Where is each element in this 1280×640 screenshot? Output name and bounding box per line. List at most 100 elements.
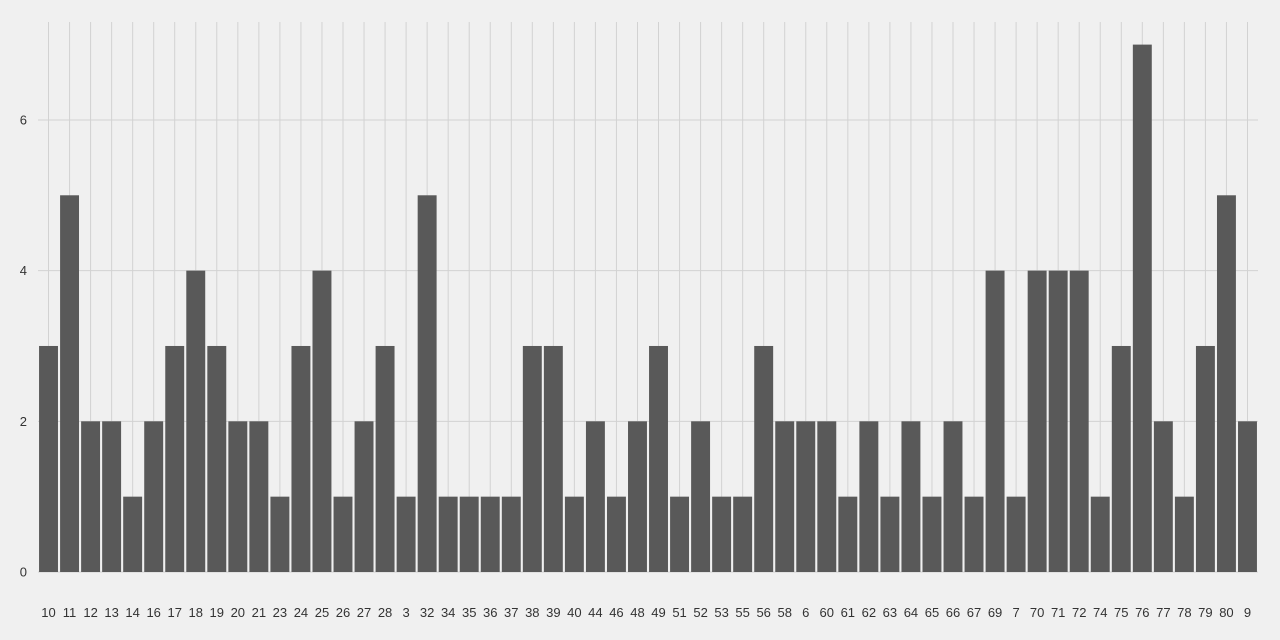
x-tick-label: 27 xyxy=(357,605,371,620)
y-tick-label: 4 xyxy=(20,263,27,278)
x-tick-label: 60 xyxy=(820,605,834,620)
x-tick-label: 53 xyxy=(714,605,728,620)
bar-11 xyxy=(60,195,80,573)
bar-3 xyxy=(396,496,416,572)
x-tick-label: 70 xyxy=(1030,605,1044,620)
bar-9 xyxy=(1238,421,1257,572)
bar-61 xyxy=(838,496,858,572)
x-tick-label: 37 xyxy=(504,605,518,620)
bar-79 xyxy=(1195,345,1215,572)
bar-17 xyxy=(165,345,185,572)
x-tick-label: 75 xyxy=(1114,605,1128,620)
x-tick-label: 77 xyxy=(1156,605,1170,620)
x-tick-label: 6 xyxy=(802,605,809,620)
y-axis-ticks: 0 2 4 6 xyxy=(20,112,27,579)
x-tick-label: 78 xyxy=(1177,605,1191,620)
x-tick-label: 62 xyxy=(862,605,876,620)
x-tick-label: 66 xyxy=(946,605,960,620)
bar-48 xyxy=(628,421,647,572)
bar-24 xyxy=(291,345,311,572)
x-tick-label: 35 xyxy=(462,605,476,620)
bar-25 xyxy=(312,270,332,572)
x-tick-label: 7 xyxy=(1012,605,1019,620)
bar-14 xyxy=(123,496,143,572)
bar-77 xyxy=(1153,421,1173,572)
bar-34 xyxy=(438,496,458,572)
bar-55 xyxy=(733,496,753,572)
bar-32 xyxy=(417,195,437,573)
bar-37 xyxy=(501,496,521,572)
x-tick-label: 61 xyxy=(841,605,855,620)
bar-18 xyxy=(186,270,206,572)
bar-12 xyxy=(81,421,101,572)
x-tick-label: 3 xyxy=(402,605,409,620)
x-tick-label: 72 xyxy=(1072,605,1086,620)
x-tick-label: 18 xyxy=(189,605,203,620)
bar-26 xyxy=(333,496,353,572)
bar-23 xyxy=(270,496,290,572)
x-tick-label: 20 xyxy=(231,605,245,620)
x-tick-label: 55 xyxy=(735,605,749,620)
bar-69 xyxy=(985,270,1005,572)
bar-60 xyxy=(817,421,837,572)
x-tick-label: 65 xyxy=(925,605,939,620)
bar-27 xyxy=(354,421,374,572)
bar-49 xyxy=(649,345,668,572)
bar-21 xyxy=(249,421,269,572)
bar-75 xyxy=(1111,345,1131,572)
bar-56 xyxy=(754,345,774,572)
x-tick-label: 12 xyxy=(83,605,97,620)
bar-62 xyxy=(859,421,879,572)
bar-58 xyxy=(775,421,795,572)
x-tick-label: 36 xyxy=(483,605,497,620)
x-tick-label: 16 xyxy=(146,605,160,620)
bar-66 xyxy=(943,421,963,572)
y-tick-label: 2 xyxy=(20,414,27,429)
x-tick-label: 44 xyxy=(588,605,602,620)
x-axis-ticks: 10 11 12 13 14 16 17 18 19 20 21 23 24 25 26 27 28 3 32 34 3… xyxy=(41,605,1251,620)
bar-65 xyxy=(922,496,942,572)
x-tick-label: 9 xyxy=(1244,605,1251,620)
bar-63 xyxy=(880,496,900,572)
bar-20 xyxy=(228,421,248,572)
x-tick-label: 64 xyxy=(904,605,918,620)
bar-67 xyxy=(964,496,984,572)
x-tick-label: 74 xyxy=(1093,605,1107,620)
x-tick-label: 56 xyxy=(756,605,770,620)
bar-10 xyxy=(39,345,58,572)
bar-40 xyxy=(564,496,584,572)
bar-13 xyxy=(102,421,122,572)
x-tick-label: 40 xyxy=(567,605,581,620)
x-tick-label: 69 xyxy=(988,605,1002,620)
bar-70 xyxy=(1027,270,1047,572)
bar-71 xyxy=(1048,270,1068,572)
bar-35 xyxy=(459,496,479,572)
x-tick-label: 39 xyxy=(546,605,560,620)
bar-7 xyxy=(1006,496,1026,572)
bar-52 xyxy=(691,421,711,572)
x-tick-label: 24 xyxy=(294,605,308,620)
x-tick-label: 58 xyxy=(777,605,791,620)
bar-6 xyxy=(796,421,816,572)
x-tick-label: 26 xyxy=(336,605,350,620)
x-tick-label: 48 xyxy=(630,605,644,620)
bar-80 xyxy=(1216,195,1236,573)
bar-46 xyxy=(606,496,626,572)
bar-64 xyxy=(901,421,921,572)
bar-19 xyxy=(207,345,227,572)
bar-39 xyxy=(543,345,563,572)
x-tick-label: 34 xyxy=(441,605,455,620)
x-tick-label: 19 xyxy=(210,605,224,620)
x-tick-label: 21 xyxy=(252,605,266,620)
x-tick-label: 14 xyxy=(125,605,139,620)
x-tick-label: 52 xyxy=(693,605,707,620)
bar-72 xyxy=(1069,270,1089,572)
bar-74 xyxy=(1090,496,1110,572)
bar-76 xyxy=(1132,44,1152,573)
x-tick-label: 28 xyxy=(378,605,392,620)
x-tick-label: 51 xyxy=(672,605,686,620)
bar-38 xyxy=(522,345,542,572)
x-tick-label: 63 xyxy=(883,605,897,620)
x-tick-label: 32 xyxy=(420,605,434,620)
